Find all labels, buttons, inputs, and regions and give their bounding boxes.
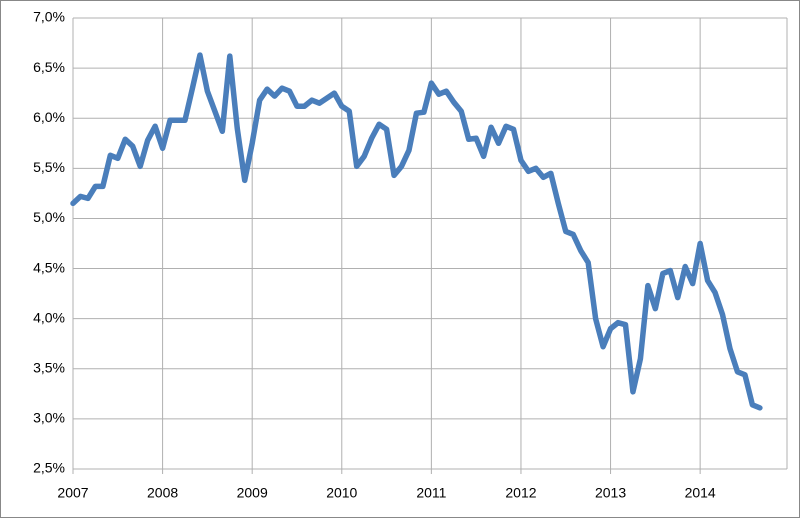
- y-tick-label: 7,0%: [33, 9, 65, 25]
- data-line: [70, 52, 763, 411]
- x-tick-label: 2014: [685, 485, 716, 501]
- y-tick-label: 5,5%: [33, 159, 65, 175]
- x-tick-label: 2013: [595, 485, 626, 501]
- x-tick-label: 2007: [57, 485, 88, 501]
- x-tick-label: 2011: [416, 485, 446, 501]
- y-tick-label: 2,5%: [33, 460, 65, 476]
- x-tick-label: 2009: [237, 485, 268, 501]
- y-tick-label: 3,0%: [33, 410, 65, 426]
- x-tick-label: 2012: [505, 485, 536, 501]
- y-tick-label: 5,0%: [33, 209, 65, 225]
- y-tick-label: 4,5%: [33, 259, 65, 275]
- y-tick-label: 4,0%: [33, 309, 65, 325]
- y-tick-label: 3,5%: [33, 359, 65, 375]
- y-tick-label: 6,5%: [33, 59, 65, 75]
- x-tick-label: 2008: [147, 485, 178, 501]
- x-tick-label: 2010: [326, 485, 357, 501]
- y-tick-label: 6,0%: [33, 109, 65, 125]
